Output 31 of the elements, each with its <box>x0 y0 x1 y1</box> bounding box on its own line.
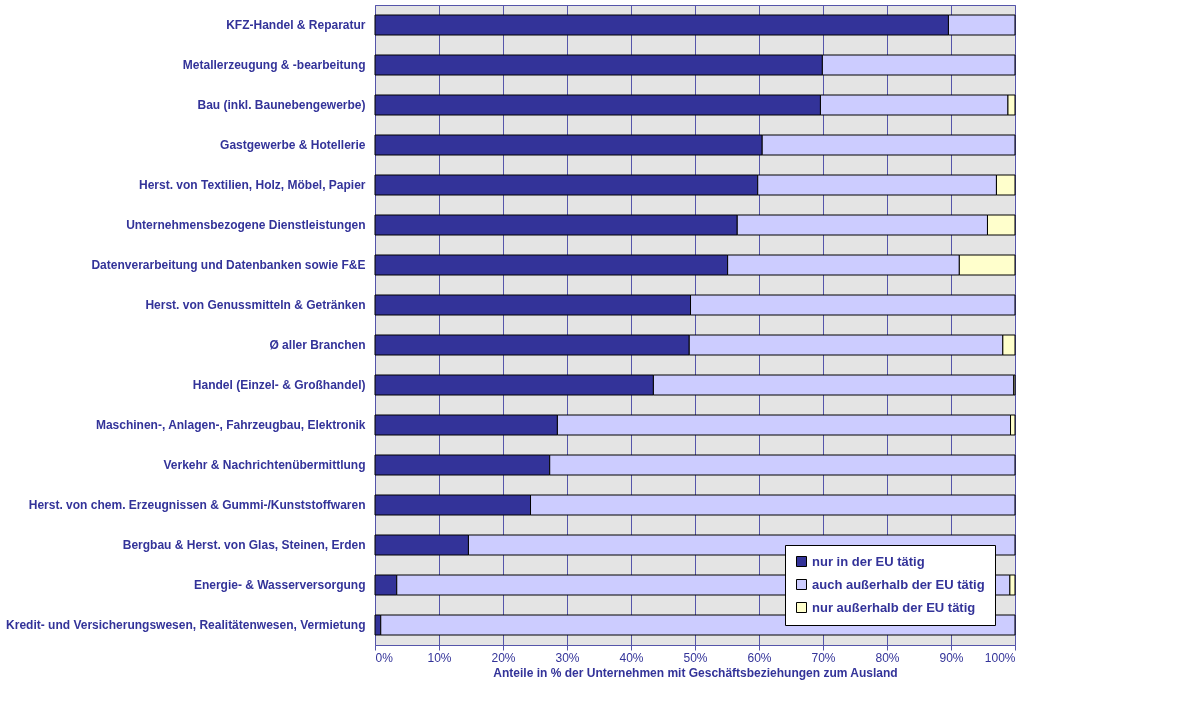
y-tick-label: Bergbau & Herst. von Glas, Steinen, Erden <box>122 538 366 552</box>
x-axis-title: Anteile in % der Unternehmen mit Geschäftsbeziehungen zum Ausland <box>493 665 898 680</box>
x-tick-label: 10% <box>427 650 452 665</box>
y-tick-label: Datenverarbeitung und Datenbanken sowie F&E <box>91 258 366 272</box>
y-tick-label: Gastgewerbe & Hotellerie <box>220 138 366 152</box>
y-tick-label: Verkehr & Nachrichtenübermittlung <box>163 458 366 472</box>
x-tick-label: 50% <box>683 650 708 665</box>
x-tick-label: 70% <box>811 650 836 665</box>
x-tick-label: 80% <box>875 650 900 665</box>
y-tick-label: Herst. von chem. Erzeugnissen & Gummi-/Kunststoffwaren <box>28 498 366 512</box>
x-tick-label: 30% <box>555 650 580 665</box>
legend-label: auch außerhalb der EU tätig <box>812 576 985 592</box>
y-tick-label: Bau (inkl. Baunebengewerbe) <box>197 98 366 112</box>
y-tick-label: Metallerzeugung & -bearbeitung <box>182 58 366 72</box>
x-tick-label: 100% <box>984 650 1016 665</box>
y-tick-label: Maschinen-, Anlagen-, Fahrzeugbau, Elektronik <box>95 418 366 432</box>
y-tick-label: Energie- & Wasserversorgung <box>193 578 366 592</box>
x-tick-label: 90% <box>939 650 964 665</box>
x-tick-label: 40% <box>619 650 644 665</box>
y-tick-label: Unternehmensbezogene Dienstleistungen <box>126 218 366 232</box>
y-tick-label: Kredit- und Versicherungswesen, Realitätenwesen, Vermietung <box>6 618 366 632</box>
y-tick-label: Herst. von Textilien, Holz, Möbel, Papier <box>139 178 366 192</box>
x-tick-label: 0% <box>375 650 394 665</box>
legend-label: nur außerhalb der EU tätig <box>812 599 976 615</box>
y-tick-label: Ø aller Branchen <box>269 338 366 352</box>
y-tick-label: Herst. von Genussmitteln & Getränken <box>145 298 366 312</box>
y-tick-label: KFZ-Handel & Reparatur <box>226 18 366 32</box>
y-tick-label: Handel (Einzel- & Großhandel) <box>192 378 366 392</box>
x-tick-label: 60% <box>747 650 772 665</box>
x-tick-label: 20% <box>491 650 516 665</box>
legend-label: nur in der EU tätig <box>812 553 925 569</box>
